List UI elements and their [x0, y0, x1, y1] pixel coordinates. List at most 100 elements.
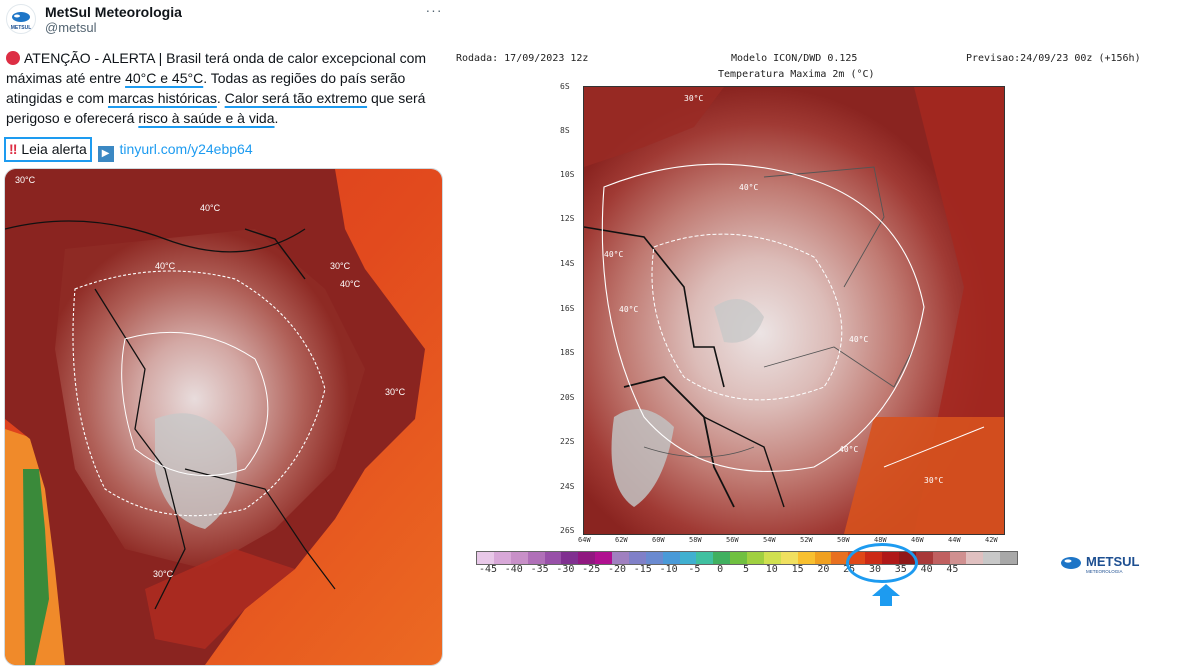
- lat-label: 26S: [560, 526, 575, 535]
- map-label-30c-south: 30°C: [153, 569, 174, 579]
- avatar[interactable]: METSUL: [6, 4, 36, 34]
- color-scale-swatch: [780, 552, 798, 564]
- contour-label-40c-b: 40°C: [604, 250, 623, 259]
- map-label-30c-northeast: 30°C: [330, 261, 351, 271]
- color-scale-swatch: [797, 552, 815, 564]
- color-scale-swatch: [747, 552, 764, 564]
- lon-label: 62W: [615, 536, 628, 544]
- color-scale-swatch: [527, 552, 545, 564]
- lat-label: 22S: [560, 437, 575, 446]
- alert-box: ‼ Leia alerta: [4, 137, 92, 162]
- color-scale-label: -15: [633, 564, 652, 575]
- color-scale-swatch: [544, 552, 562, 564]
- highlight-circle: [846, 543, 918, 583]
- lon-label: 54W: [763, 536, 776, 544]
- lon-label: 50W: [837, 536, 850, 544]
- lon-label: 44W: [948, 536, 961, 544]
- tweet-image[interactable]: 40°C 40°C 40°C 30°C 30°C 30°C 30°C: [4, 168, 443, 666]
- color-scale-swatch: [645, 552, 663, 564]
- lat-label: 8S: [560, 126, 570, 135]
- color-scale-swatch: [662, 552, 680, 564]
- red-circle-icon: [6, 51, 20, 65]
- color-scale-swatch: [915, 552, 933, 564]
- tweet-text: ATENÇÃO - ALERTA | Brasil terá onda de c…: [6, 50, 427, 126]
- lat-label: 6S: [560, 82, 570, 91]
- color-scale-swatch: [966, 552, 984, 564]
- lon-label: 48W: [874, 536, 887, 544]
- color-scale-label: -5: [688, 564, 701, 575]
- color-scale-label: 10: [765, 564, 778, 575]
- more-options-button[interactable]: ···: [425, 2, 443, 18]
- color-scale-swatch: [510, 552, 528, 564]
- contour-label-30c-south: 30°C: [924, 476, 943, 485]
- lat-label: 18S: [560, 348, 575, 357]
- color-scale-swatch: [696, 552, 714, 564]
- forecast-map[interactable]: 30°C 40°C 40°C 40°C 40°C 40°C 30°C: [583, 86, 1005, 535]
- color-scale-label: 45: [946, 564, 959, 575]
- contour-label-40c-e: 40°C: [839, 445, 858, 454]
- color-scale-label: 5: [742, 564, 750, 575]
- alert-link-line: ‼ Leia alerta ▶ tinyurl.com/y24ebp64: [4, 137, 253, 162]
- lat-label: 20S: [560, 393, 575, 402]
- color-scale-label: -45: [478, 564, 498, 575]
- lat-label: 24S: [560, 482, 575, 491]
- color-scale-swatch: [763, 552, 781, 564]
- color-scale-swatch: [561, 552, 579, 564]
- play-icon: ▶: [97, 146, 114, 162]
- color-scale-swatch: [831, 552, 849, 564]
- map-label-30c-coast: 30°C: [385, 387, 406, 397]
- color-scale-bar: [476, 551, 1018, 565]
- up-arrow-icon: [872, 584, 900, 606]
- svg-text:METSUL: METSUL: [11, 25, 32, 31]
- lat-label: 12S: [560, 214, 575, 223]
- color-scale-swatch: [713, 552, 731, 564]
- lon-label: 58W: [689, 536, 702, 544]
- metsul-logo: METSUL METEOROLOGIA: [1060, 553, 1160, 575]
- color-scale-label: -30: [556, 564, 575, 575]
- lon-label: 42W: [985, 536, 998, 544]
- map-label-30c-northwest: 30°C: [15, 175, 36, 185]
- lon-label: 56W: [726, 536, 739, 544]
- author-handle[interactable]: @metsul: [45, 20, 97, 35]
- contour-label-40c-c: 40°C: [619, 305, 638, 314]
- contour-label-40c-a: 40°C: [739, 183, 758, 192]
- color-scale-swatch: [814, 552, 832, 564]
- lat-label: 16S: [560, 304, 575, 313]
- double-exclamation-icon: ‼: [9, 141, 18, 157]
- run-label: Rodada: 17/09/2023 12z: [456, 53, 589, 64]
- model-label: Modelo ICON/DWD 0.125: [731, 53, 858, 64]
- lon-label: 52W: [800, 536, 813, 544]
- color-scale-swatch: [628, 552, 646, 564]
- color-scale-swatch: [1000, 552, 1017, 564]
- color-scale-swatch: [730, 552, 747, 564]
- author-name[interactable]: MetSul Meteorologia: [45, 4, 182, 20]
- forecast-time-label: Previsao:24/09/23 00z (+156h): [966, 53, 1141, 64]
- tweet-link[interactable]: tinyurl.com/y24ebp64: [119, 141, 253, 157]
- map-label-40c-north: 40°C: [200, 203, 221, 213]
- color-scale-swatch: [477, 552, 494, 564]
- color-scale-swatch: [983, 552, 1001, 564]
- color-scale-label: 15: [791, 564, 804, 575]
- color-scale-label: -35: [530, 564, 549, 575]
- color-scale-swatch: [679, 552, 697, 564]
- color-scale-swatch: [493, 552, 511, 564]
- variable-label: Temperatura Maxima 2m (°C): [718, 69, 875, 80]
- color-scale-swatch: [612, 552, 629, 564]
- lon-label: 64W: [578, 536, 591, 544]
- color-scale-swatch: [578, 552, 596, 564]
- color-scale-label: -10: [659, 564, 678, 575]
- map-label-40c-east: 40°C: [340, 279, 361, 289]
- lat-label: 10S: [560, 170, 575, 179]
- map-label-40c-center: 40°C: [155, 261, 176, 271]
- lon-label: 46W: [911, 536, 924, 544]
- contour-label-40c-d: 40°C: [849, 335, 868, 344]
- contour-label-30c-north: 30°C: [684, 94, 703, 103]
- color-scale-label: -20: [607, 564, 627, 575]
- lat-label: 14S: [560, 259, 575, 268]
- svg-text:METEOROLOGIA: METEOROLOGIA: [1086, 569, 1123, 574]
- svg-text:METSUL: METSUL: [1086, 554, 1140, 569]
- color-scale-swatch: [949, 552, 967, 564]
- color-scale-label: -40: [504, 564, 523, 575]
- lon-label: 60W: [652, 536, 665, 544]
- color-scale-swatch: [595, 552, 612, 564]
